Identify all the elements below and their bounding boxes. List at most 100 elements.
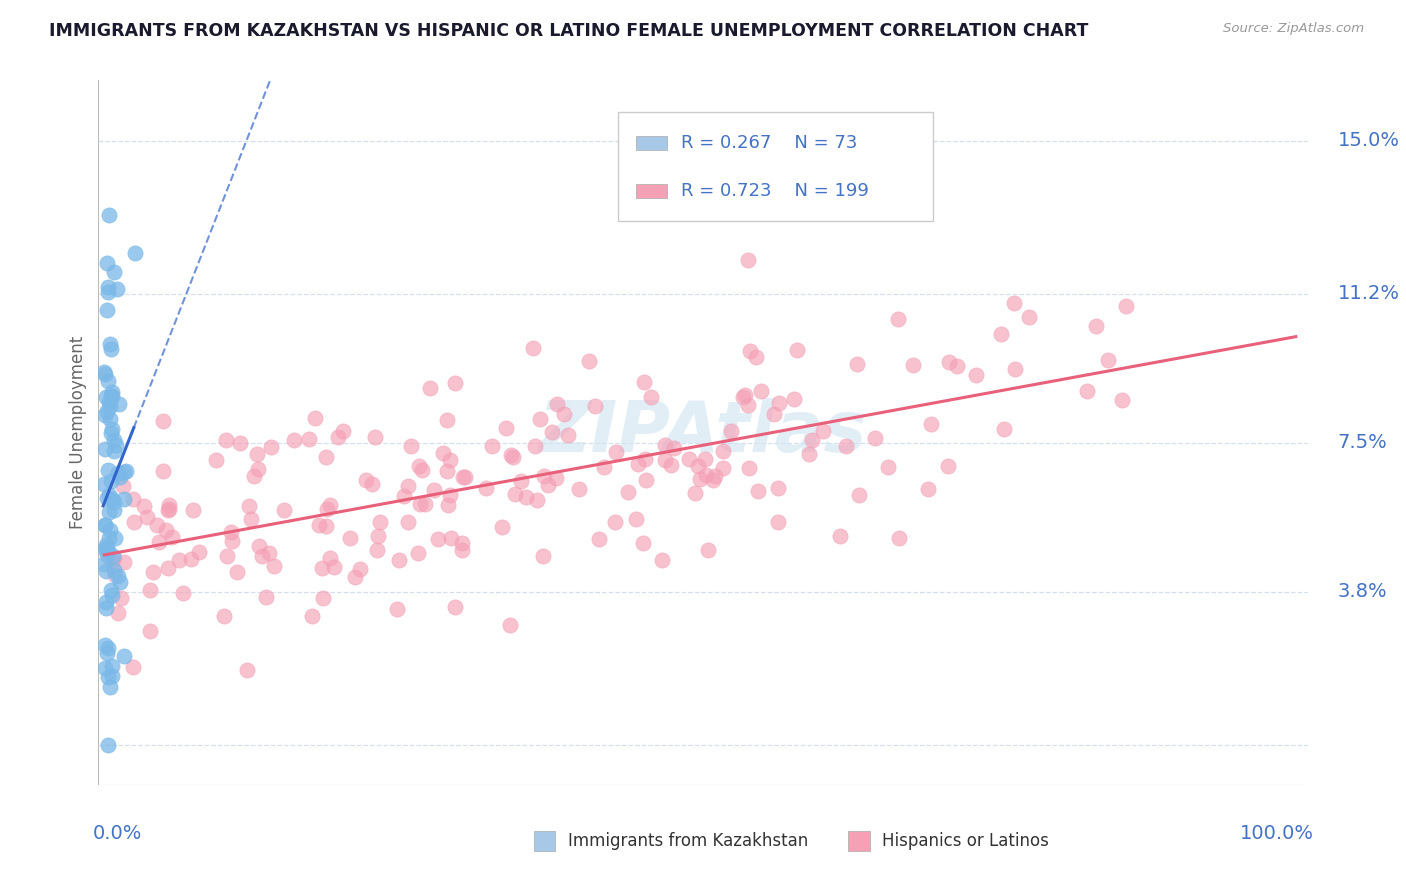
Point xyxy=(257,546,280,560)
Point xyxy=(101,389,124,403)
Point xyxy=(720,424,742,438)
Point xyxy=(733,390,755,404)
Point xyxy=(533,469,555,483)
Point xyxy=(938,458,960,473)
Point xyxy=(938,355,960,369)
Point xyxy=(93,477,115,491)
Point xyxy=(93,366,115,380)
Point xyxy=(578,353,600,368)
Point xyxy=(524,439,547,453)
Point xyxy=(1111,392,1133,407)
Point xyxy=(427,532,450,546)
Point xyxy=(100,342,122,356)
Point xyxy=(749,384,772,398)
FancyBboxPatch shape xyxy=(619,112,932,221)
Point xyxy=(152,464,174,478)
Point xyxy=(103,433,125,447)
Point xyxy=(112,648,135,663)
Point xyxy=(311,560,333,574)
FancyBboxPatch shape xyxy=(534,831,555,851)
Point xyxy=(766,481,789,495)
Point xyxy=(152,414,174,428)
Point xyxy=(250,549,273,564)
Point xyxy=(835,439,858,453)
Point xyxy=(97,640,120,655)
Point xyxy=(100,659,122,673)
Point xyxy=(98,336,121,351)
Point xyxy=(422,483,444,497)
Point xyxy=(588,533,610,547)
Point xyxy=(98,208,121,222)
Point xyxy=(1076,384,1098,399)
Point xyxy=(903,359,925,373)
Point xyxy=(605,444,627,458)
Point xyxy=(737,398,759,412)
Point xyxy=(319,498,342,512)
Point xyxy=(94,660,117,674)
Point xyxy=(801,433,824,447)
Point xyxy=(454,470,477,484)
Point xyxy=(188,545,211,559)
Point xyxy=(368,515,391,529)
Point xyxy=(747,483,769,498)
Text: 15.0%: 15.0% xyxy=(1339,131,1400,150)
Point xyxy=(557,428,579,442)
Point xyxy=(406,546,429,560)
Point xyxy=(97,463,120,477)
Point xyxy=(1004,362,1026,376)
Point xyxy=(437,498,460,512)
Point xyxy=(651,553,673,567)
Point xyxy=(103,443,125,458)
Point xyxy=(811,425,834,439)
Point xyxy=(439,453,461,467)
Point xyxy=(394,489,416,503)
Point xyxy=(111,479,134,493)
FancyBboxPatch shape xyxy=(848,831,870,851)
Point xyxy=(247,540,270,554)
Point xyxy=(877,459,900,474)
Point xyxy=(246,447,269,461)
Point xyxy=(103,551,125,566)
Point xyxy=(419,381,441,395)
Point xyxy=(737,253,759,268)
Point xyxy=(509,475,531,489)
Point xyxy=(695,467,717,482)
Point xyxy=(103,265,125,279)
Point xyxy=(364,430,387,444)
Point xyxy=(593,460,616,475)
Point xyxy=(100,399,122,413)
Point xyxy=(301,608,323,623)
Point xyxy=(160,530,183,544)
Point xyxy=(689,472,711,486)
Point xyxy=(783,392,806,407)
Point xyxy=(308,517,330,532)
Point xyxy=(100,425,122,440)
Point xyxy=(332,425,354,439)
Text: 0.0%: 0.0% xyxy=(93,823,142,843)
Point xyxy=(993,422,1015,436)
Point xyxy=(633,375,655,389)
Point xyxy=(734,388,756,402)
Point xyxy=(704,469,727,483)
Point xyxy=(603,515,626,529)
Point xyxy=(328,430,350,444)
Point xyxy=(1018,310,1040,324)
Point xyxy=(624,512,647,526)
Point xyxy=(110,591,132,605)
Point xyxy=(97,542,120,557)
Point xyxy=(100,582,122,597)
Point xyxy=(522,341,544,355)
Point xyxy=(702,474,724,488)
Point xyxy=(156,502,179,516)
Point xyxy=(298,433,321,447)
Point xyxy=(631,536,654,550)
Point xyxy=(236,663,259,677)
Point xyxy=(101,669,124,683)
Point xyxy=(98,394,121,409)
Text: R = 0.723    N = 199: R = 0.723 N = 199 xyxy=(682,182,869,200)
Point xyxy=(711,460,734,475)
Point xyxy=(219,524,242,539)
Point xyxy=(228,436,250,450)
Point xyxy=(239,512,262,526)
Point xyxy=(343,570,366,584)
